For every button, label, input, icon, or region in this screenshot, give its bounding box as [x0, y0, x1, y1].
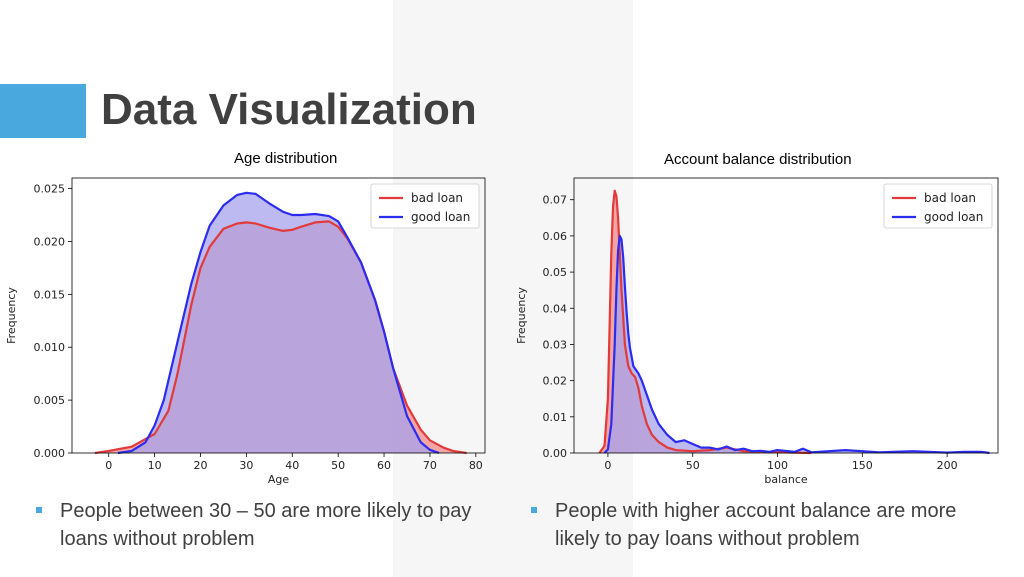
age-x-axis-label: Age — [268, 473, 290, 486]
title-accent-bar — [0, 84, 86, 138]
balance-x-tick-label: 100 — [767, 459, 788, 472]
age-plot-frame — [71, 177, 486, 454]
bullet-marker — [36, 507, 42, 513]
balance-x-tick-label: 0 — [604, 459, 611, 472]
age-x-tick-label: 10 — [148, 459, 162, 472]
chart-title-age: Age distribution — [234, 150, 338, 167]
balance-legend-label: good loan — [924, 210, 983, 224]
background-panel — [393, 0, 633, 577]
age-line-bad-loan — [94, 220, 467, 455]
age-x-tick-label: 70 — [423, 459, 437, 472]
balance-x-tick-label: 150 — [852, 459, 873, 472]
age-legend-label: good loan — [411, 210, 470, 224]
age-y-tick-label: 0.020 — [34, 235, 66, 248]
age-x-tick-label: 40 — [285, 459, 299, 472]
balance-y-tick-label: 0.00 — [543, 447, 568, 460]
balance-y-tick-label: 0.07 — [543, 194, 568, 207]
balance-area-good-loan — [604, 235, 990, 453]
balance-line-bad-loan — [598, 189, 812, 455]
balance-plot-frame — [573, 177, 999, 454]
bullet-text: People between 30 – 50 are more likely t… — [60, 500, 472, 550]
age-y-tick-label: 0.005 — [34, 394, 66, 407]
age-x-tick-label: 50 — [331, 459, 345, 472]
bullet-text: People with higher account balance are m… — [555, 500, 957, 550]
age-x-tick-label: 20 — [193, 459, 207, 472]
age-x-tick-label: 80 — [469, 459, 483, 472]
balance-x-axis-label: balance — [764, 473, 808, 486]
balance-y-axis-label: Frequency — [515, 287, 528, 344]
age-y-tick-label: 0.015 — [34, 288, 66, 301]
balance-y-tick-label: 0.04 — [543, 302, 568, 315]
age-area-good-loan — [117, 192, 440, 454]
balance-y-tick-label: 0.03 — [543, 338, 568, 351]
bullet-marker — [531, 507, 537, 513]
age-y-tick-label: 0.000 — [34, 447, 66, 460]
balance-x-tick-label: 50 — [686, 459, 700, 472]
age-x-tick-label: 0 — [105, 459, 112, 472]
age-legend-label: bad loan — [411, 191, 463, 205]
slide-title: Data Visualization — [101, 85, 477, 134]
balance-line-good-loan — [603, 234, 990, 455]
balance-legend-label: bad loan — [924, 191, 976, 205]
age-x-tick-label: 60 — [377, 459, 391, 472]
age-x-tick-label: 30 — [239, 459, 253, 472]
balance-y-tick-label: 0.05 — [543, 266, 568, 279]
balance-y-tick-label: 0.02 — [543, 375, 568, 388]
age-y-tick-label: 0.010 — [34, 341, 66, 354]
balance-x-tick-label: 200 — [937, 459, 958, 472]
chart-title-balance: Account balance distribution — [664, 151, 852, 168]
balance-y-tick-label: 0.06 — [543, 230, 568, 243]
age-y-axis-label: Frequency — [5, 287, 18, 344]
age-y-tick-label: 0.025 — [34, 183, 66, 196]
age-line-good-loan — [117, 191, 440, 455]
age-distribution-chart: 0 10 20 30 40 50 60 70 80 0.000 0.005 0.010 0.015 0.0… — [5, 177, 486, 486]
balance-y-tick-label: 0.01 — [543, 411, 568, 424]
balance-distribution-chart: 0 50 100 150 200 0.00 0.01 0.02 0.03 0.04 0.05 0.06… — [515, 177, 999, 486]
